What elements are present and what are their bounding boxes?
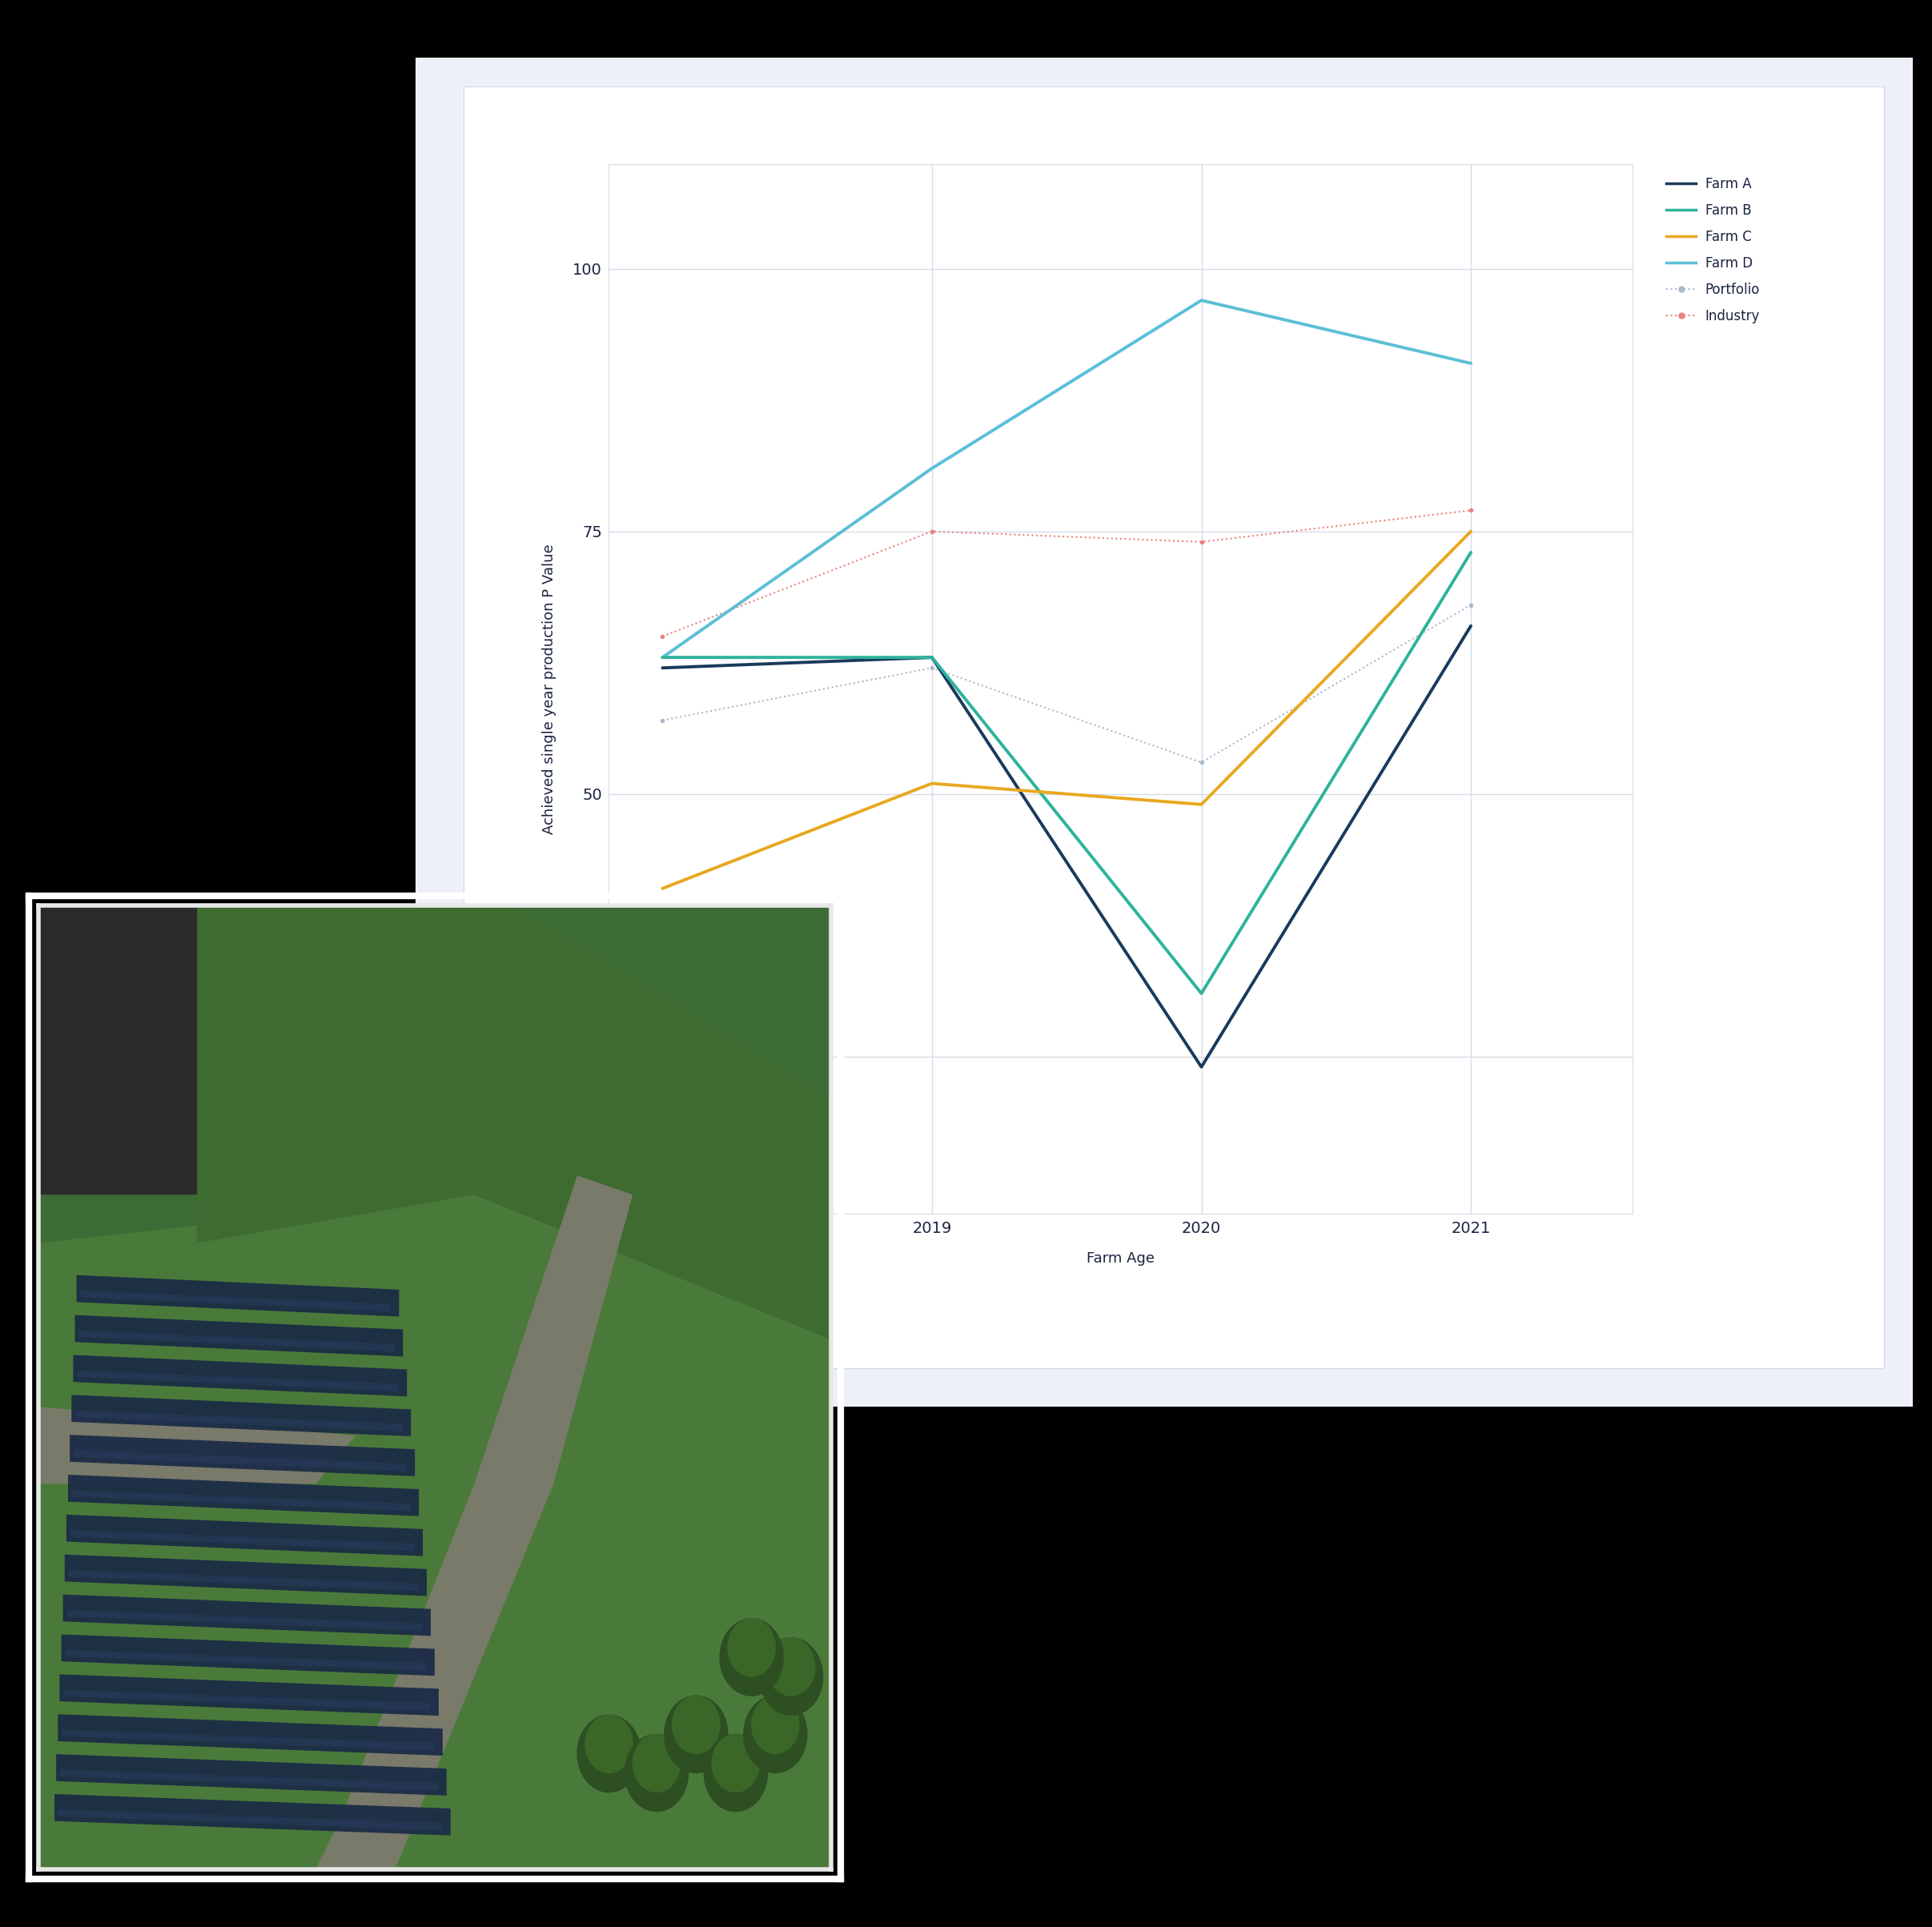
Polygon shape (71, 1395, 412, 1436)
Circle shape (634, 1734, 680, 1792)
Polygon shape (64, 1555, 427, 1596)
Polygon shape (62, 1730, 435, 1752)
Polygon shape (64, 1690, 431, 1711)
Circle shape (578, 1715, 641, 1792)
Polygon shape (68, 1474, 419, 1517)
Polygon shape (75, 1314, 404, 1357)
Polygon shape (66, 1650, 427, 1671)
Polygon shape (81, 1291, 390, 1312)
Circle shape (744, 1696, 808, 1773)
Legend: Farm A, Farm B, Farm C, Farm D, Portfolio, Industry: Farm A, Farm B, Farm C, Farm D, Portfoli… (1660, 170, 1766, 330)
Circle shape (767, 1638, 815, 1696)
Polygon shape (58, 1809, 442, 1831)
Polygon shape (62, 1634, 435, 1676)
Polygon shape (77, 1276, 400, 1316)
Polygon shape (60, 1675, 439, 1715)
Polygon shape (73, 1355, 408, 1397)
Polygon shape (70, 1571, 419, 1592)
Y-axis label: Achieved single year production P Value: Achieved single year production P Value (543, 543, 556, 834)
Polygon shape (39, 1407, 355, 1484)
Polygon shape (79, 1330, 394, 1351)
Circle shape (624, 1734, 688, 1811)
Polygon shape (54, 1794, 450, 1835)
Polygon shape (71, 1490, 412, 1511)
Polygon shape (60, 1769, 439, 1790)
Polygon shape (315, 1175, 632, 1869)
Polygon shape (77, 1370, 400, 1391)
Polygon shape (68, 1609, 423, 1630)
Polygon shape (73, 1451, 408, 1472)
Polygon shape (64, 1594, 431, 1636)
Polygon shape (70, 1436, 415, 1476)
Polygon shape (39, 1195, 831, 1869)
Circle shape (711, 1734, 759, 1792)
Circle shape (585, 1715, 632, 1773)
Circle shape (672, 1696, 721, 1754)
Polygon shape (197, 906, 831, 1339)
Polygon shape (70, 1530, 415, 1551)
Circle shape (759, 1638, 823, 1715)
Polygon shape (75, 1411, 404, 1432)
Polygon shape (66, 1515, 423, 1557)
X-axis label: Farm Age: Farm Age (1086, 1251, 1155, 1266)
Polygon shape (56, 1754, 446, 1796)
Circle shape (752, 1696, 800, 1754)
Polygon shape (58, 1715, 442, 1755)
Polygon shape (39, 906, 355, 1195)
Circle shape (728, 1619, 775, 1676)
Circle shape (721, 1619, 782, 1696)
Circle shape (703, 1734, 767, 1811)
Circle shape (665, 1696, 728, 1773)
